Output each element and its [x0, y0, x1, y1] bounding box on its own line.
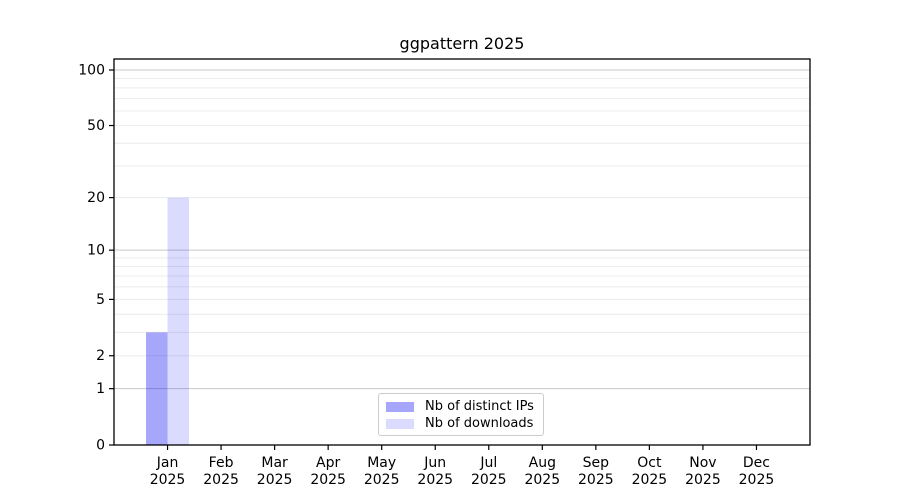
x-tick-label-year: 2025: [632, 472, 668, 488]
x-tick-label-month: Mar: [261, 455, 288, 471]
x-tick-label-year: 2025: [150, 472, 186, 488]
x-tick-label-year: 2025: [203, 472, 239, 488]
x-tick-label-month: Feb: [209, 455, 234, 471]
x-tick-label-month: Dec: [743, 455, 770, 471]
x-tick-label-year: 2025: [685, 472, 721, 488]
x-tick-label-month: Jan: [156, 455, 179, 471]
bar-distinct-ips: [146, 332, 168, 445]
legend-item-downloads: Nb of downloads: [386, 416, 535, 431]
y-tick-label: 2: [96, 348, 105, 364]
y-tick-label: 20: [87, 190, 105, 206]
legend-label-downloads: Nb of downloads: [425, 416, 534, 431]
legend-swatch-distinct-ips: [386, 401, 414, 412]
x-tick-label-year: 2025: [310, 472, 346, 488]
x-tick-label-year: 2025: [524, 472, 560, 488]
x-tick-label-month: Aug: [529, 455, 556, 471]
y-tick-label: 10: [87, 243, 105, 259]
x-tick-label-month: Jun: [423, 455, 446, 471]
bar-downloads: [167, 197, 190, 445]
x-tick-label-year: 2025: [471, 472, 507, 488]
y-tick-label: 5: [96, 292, 105, 308]
y-tick-label: 0: [96, 438, 105, 454]
legend-label-distinct-ips: Nb of distinct IPs: [425, 399, 534, 414]
y-tick-label: 50: [87, 118, 105, 134]
x-tick-label-year: 2025: [364, 472, 400, 488]
y-tick-label: 1: [96, 381, 105, 397]
legend-swatch-downloads: [386, 418, 414, 429]
x-tick-label-month: Nov: [689, 455, 716, 471]
plot-border: [113, 58, 811, 446]
legend-item-distinct-ips: Nb of distinct IPs: [386, 399, 535, 414]
x-tick-label-month: May: [367, 455, 396, 471]
x-tick-label-year: 2025: [257, 472, 293, 488]
x-tick-label-year: 2025: [417, 472, 453, 488]
legend: Nb of distinct IPs Nb of downloads: [378, 393, 544, 436]
x-tick-label-year: 2025: [578, 472, 614, 488]
x-tick-label-month: Oct: [637, 455, 662, 471]
y-tick-label: 100: [78, 63, 105, 79]
x-tick-label-month: Sep: [583, 455, 610, 471]
x-tick-label-month: Apr: [316, 455, 340, 471]
x-tick-label-year: 2025: [739, 472, 775, 488]
chart-title: ggpattern 2025: [399, 34, 525, 53]
x-tick-label-month: Jul: [479, 455, 497, 471]
